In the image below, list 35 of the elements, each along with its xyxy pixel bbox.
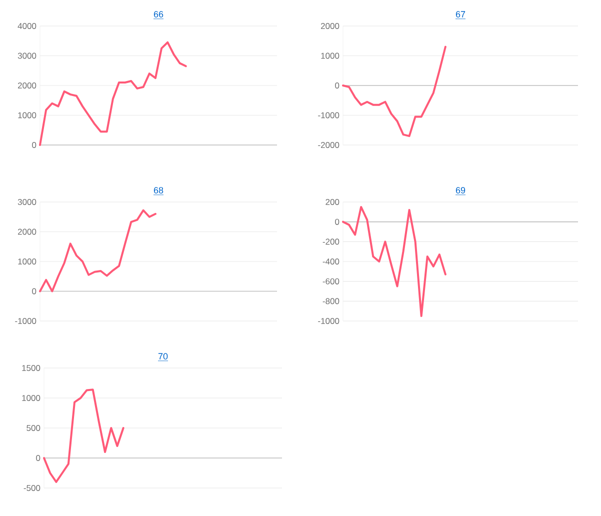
line-series [342, 206, 446, 318]
y-tick-label: 1500 [22, 364, 40, 372]
y-tick-label: 3000 [18, 198, 36, 205]
y-tick-label: -1000 [15, 318, 36, 324]
y-tick-label: 3000 [18, 52, 36, 59]
y-tick-label: 0 [335, 82, 340, 88]
y-tick-label: 0 [335, 218, 340, 225]
y-tick-label: 2000 [320, 22, 340, 29]
y-tick-label: 1000 [22, 394, 40, 402]
y-tick-label: 2000 [18, 82, 36, 88]
y-tick-label: -400 [322, 258, 340, 264]
y-tick-label: 500 [26, 424, 40, 431]
y-tick-label: -200 [322, 238, 340, 245]
y-tick-label: 0 [32, 142, 36, 148]
y-tick-label: 2000 [18, 228, 36, 235]
y-tick-label: 200 [326, 198, 340, 205]
chart-title: 69 [456, 187, 466, 194]
y-tick-label: 1000 [321, 52, 340, 59]
y-tick-label: 0 [36, 454, 40, 461]
chart-title: 68 [154, 187, 164, 194]
y-tick-label: 0 [32, 288, 36, 294]
chart-title: 66 [154, 11, 164, 18]
line-series [43, 388, 124, 483]
y-tick-label: -600 [322, 278, 340, 284]
chart-title: 70 [158, 353, 168, 360]
y-tick-label: -800 [322, 298, 340, 304]
y-tick-label: -1000 [318, 318, 340, 324]
y-tick-label: -1000 [318, 112, 340, 118]
y-tick-label: -500 [24, 484, 40, 492]
y-tick-label: 1000 [18, 112, 36, 118]
y-tick-label: 4000 [18, 22, 36, 29]
chart-title: 67 [456, 11, 466, 18]
y-tick-label: 1000 [18, 258, 36, 264]
y-tick-label: -2000 [318, 142, 340, 148]
line-series [39, 209, 156, 292]
